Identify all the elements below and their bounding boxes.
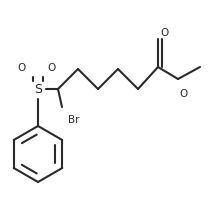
- Text: O: O: [17, 63, 25, 73]
- Text: O: O: [47, 63, 55, 73]
- Text: O: O: [179, 89, 187, 99]
- Text: S: S: [34, 83, 42, 96]
- Text: Br: Br: [68, 114, 79, 124]
- Text: O: O: [160, 28, 168, 38]
